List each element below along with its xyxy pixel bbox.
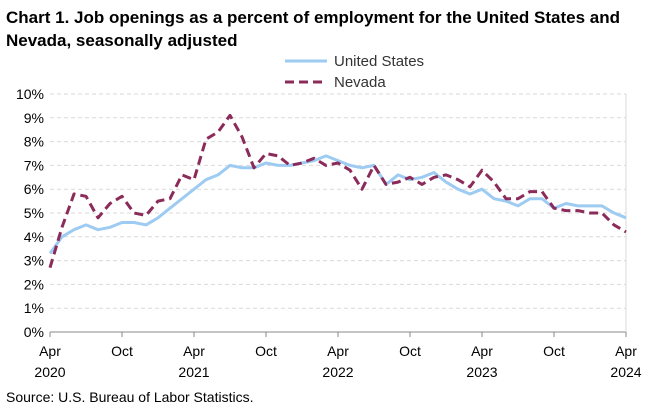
y-tick-label: 3%: [24, 253, 44, 269]
x-tick-month: Oct: [543, 343, 565, 359]
y-tick-label: 4%: [24, 229, 44, 245]
x-tick-year: 2023: [466, 364, 497, 380]
x-tick-month: Oct: [399, 343, 421, 359]
series-lines: [48, 113, 627, 269]
y-tick-label: 0%: [24, 324, 44, 340]
y-tick-label: 10%: [16, 86, 44, 102]
source-note: Source: U.S. Bureau of Labor Statistics.: [6, 389, 254, 405]
x-tick-year: 2024: [610, 364, 641, 380]
y-tick-label: 1%: [24, 300, 44, 316]
x-tick-month: Oct: [255, 343, 277, 359]
x-tick-year: 2022: [322, 364, 353, 380]
y-tick-label: 7%: [24, 157, 44, 173]
y-tick-label: 8%: [24, 134, 44, 150]
legend-label: Nevada: [334, 74, 386, 91]
series-line-nevada: [48, 113, 627, 269]
y-axis-ticks: 0% 1% 2% 3% 4% 5% 6% 7% 8% 9% 10%: [16, 86, 44, 340]
legend: United States Nevada: [285, 53, 424, 91]
x-tick-year: 2021: [178, 364, 209, 380]
y-tick-label: 6%: [24, 181, 44, 197]
x-tick-month: Oct: [111, 343, 133, 359]
series-line-united-states: [48, 154, 627, 255]
x-axis-ticks: Apr 2020 Oct Apr 2021 Oct Apr 2022 Oct Apr 2023 Oct…: [34, 332, 642, 380]
y-tick-label: 2%: [24, 276, 44, 292]
y-tick-label: 5%: [24, 205, 44, 221]
y-tick-label: 9%: [24, 110, 44, 126]
chart-title: Chart 1. Job openings as a percent of em…: [6, 8, 620, 50]
x-tick-month: Apr: [39, 343, 61, 359]
gridlines: [50, 93, 627, 333]
x-tick-month: Apr: [327, 343, 349, 359]
x-tick-month: Apr: [183, 343, 205, 359]
x-tick-month: Apr: [615, 343, 637, 359]
legend-label: United States: [334, 53, 424, 70]
x-tick-month: Apr: [471, 343, 493, 359]
x-tick-year: 2020: [34, 364, 65, 380]
